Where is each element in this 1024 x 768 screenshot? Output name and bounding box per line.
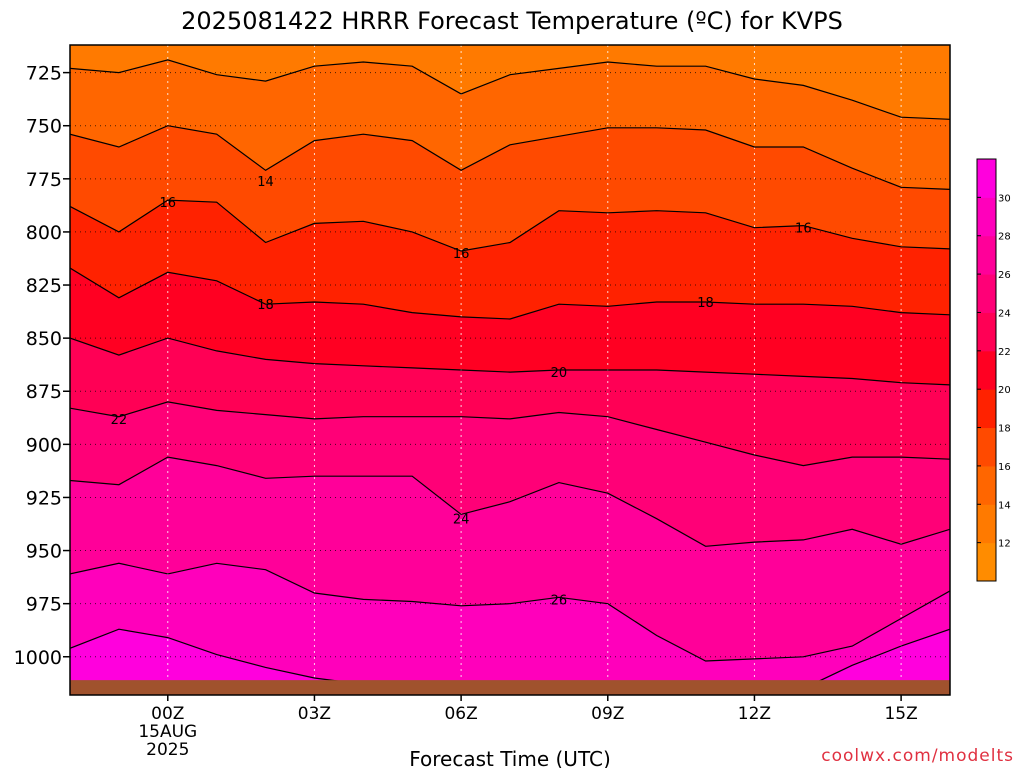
y-tick-label: 825 bbox=[26, 275, 62, 297]
x-tick-label: 12Z bbox=[738, 704, 771, 724]
colorbar-label: 20 bbox=[998, 385, 1011, 396]
colorbar-swatch bbox=[977, 427, 996, 467]
contour-labels: 14 16 16 16 18 18 20 22 24 26 bbox=[111, 175, 812, 608]
colorbar-swatch bbox=[977, 542, 996, 582]
contour-label: 24 bbox=[453, 513, 470, 528]
colorbar-label: 28 bbox=[998, 232, 1011, 243]
isotherm-line bbox=[70, 267, 950, 320]
y-tick-label: 900 bbox=[26, 434, 62, 456]
contour-label: 14 bbox=[257, 175, 274, 190]
y-tick-label: 975 bbox=[26, 594, 62, 616]
colorbar-swatch bbox=[977, 235, 996, 275]
colorbar-label: 22 bbox=[998, 347, 1011, 358]
x-axis-label: Forecast Time (UTC) bbox=[409, 747, 611, 768]
colorbar-swatch bbox=[977, 159, 996, 198]
ground-surface bbox=[70, 680, 950, 695]
colorbar-swatch bbox=[977, 504, 996, 544]
ground-surface-fill bbox=[70, 680, 950, 695]
temperature-band bbox=[70, 563, 950, 691]
colorbar-label: 24 bbox=[998, 308, 1011, 319]
y-tick-label: 750 bbox=[26, 116, 62, 138]
y-tick-label: 775 bbox=[26, 169, 62, 191]
isotherm-line bbox=[70, 562, 950, 662]
temperature-band bbox=[70, 268, 950, 385]
contour-label: 16 bbox=[160, 196, 177, 211]
contour-label: 26 bbox=[551, 593, 568, 608]
contour-label: 18 bbox=[257, 298, 274, 313]
colorbar-swatch bbox=[977, 312, 996, 352]
colorbar: 12 14 16 18 20 22 24 26 28 30 bbox=[976, 158, 1011, 582]
temperature-band bbox=[70, 629, 950, 695]
temperature-fill bbox=[70, 45, 950, 695]
x-tick-sublabel: 2025 bbox=[146, 740, 189, 760]
chart-title: 2025081422 HRRR Forecast Temperature (ºC… bbox=[181, 7, 843, 35]
contour-label: 20 bbox=[551, 366, 568, 381]
isotherm-line bbox=[70, 337, 950, 386]
colorbar-label: 30 bbox=[998, 193, 1011, 204]
x-tick-label: 03Z bbox=[298, 704, 331, 724]
isotherm-line bbox=[70, 59, 950, 120]
colorbar-label: 14 bbox=[998, 500, 1011, 511]
y-tick-label: 925 bbox=[26, 487, 62, 509]
temperature-band bbox=[70, 338, 950, 466]
colorbar-swatch bbox=[977, 350, 996, 390]
x-tick-sublabel: 15AUG bbox=[138, 722, 197, 742]
colorbar-frame bbox=[976, 158, 997, 582]
colorbar-swatch bbox=[977, 197, 996, 237]
isotherm-line bbox=[70, 199, 950, 252]
y-axis: 725 750 775 800 825 850 875 900 925 950 975 1000 bbox=[14, 63, 70, 669]
contour-label: 16 bbox=[795, 222, 812, 237]
isotherm-line bbox=[70, 401, 950, 467]
colorbar-label: 18 bbox=[998, 424, 1011, 435]
y-tick-label: 850 bbox=[26, 328, 62, 350]
isotherm-line bbox=[70, 456, 950, 547]
y-tick-label: 725 bbox=[26, 63, 62, 85]
x-tick-label: 00Z bbox=[151, 704, 184, 724]
y-tick-label: 950 bbox=[26, 541, 62, 563]
colorbar-swatch bbox=[977, 274, 996, 313]
y-tick-label: 875 bbox=[26, 381, 62, 403]
credit-text: coolwx.com/modelts bbox=[821, 746, 1014, 766]
temperature-band bbox=[70, 59, 950, 190]
y-tick-label: 1000 bbox=[14, 647, 62, 669]
colorbar-swatch bbox=[977, 389, 996, 429]
contour-label: 22 bbox=[111, 413, 128, 428]
temperature-band bbox=[70, 200, 950, 319]
y-tick-label: 800 bbox=[26, 222, 62, 244]
x-tick-label: 15Z bbox=[884, 704, 917, 724]
x-tick-label: 06Z bbox=[444, 704, 477, 724]
colorbar-label: 26 bbox=[998, 270, 1011, 281]
temperature-band bbox=[70, 457, 950, 661]
temperature-band bbox=[70, 401, 950, 547]
isotherm-line bbox=[70, 125, 950, 190]
x-tick-label: 09Z bbox=[591, 704, 624, 724]
contour-label: 18 bbox=[697, 296, 714, 311]
contour-label: 16 bbox=[453, 247, 470, 262]
colorbar-label: 12 bbox=[998, 539, 1011, 550]
colorbar-label: 16 bbox=[998, 462, 1011, 473]
colorbar-swatch bbox=[977, 465, 996, 505]
plot-frame bbox=[69, 44, 951, 696]
temperature-band bbox=[70, 45, 950, 120]
